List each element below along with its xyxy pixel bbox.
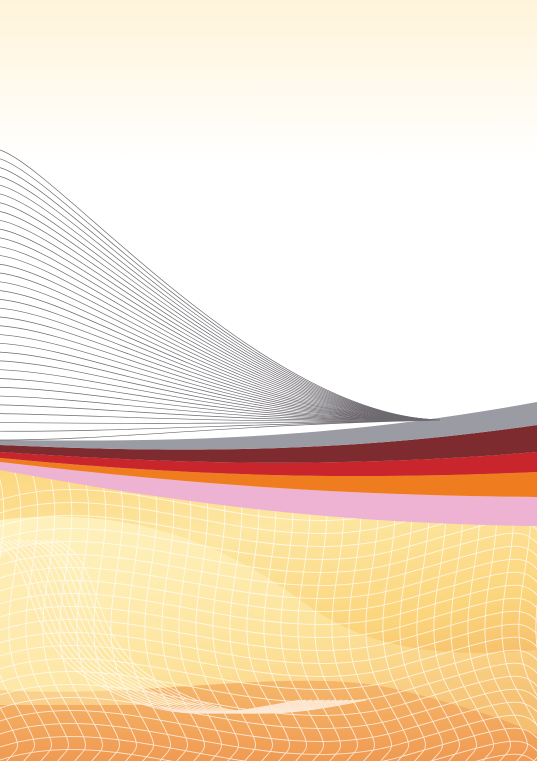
mesh-line: [178, 470, 222, 761]
fan-line: [0, 290, 441, 421]
mesh-line: [297, 470, 341, 761]
band-orange: [0, 458, 537, 497]
mesh-line: [195, 470, 239, 761]
mesh-line: [0, 545, 537, 586]
fan-line: [0, 149, 441, 421]
mesh-line: [49, 539, 361, 714]
mesh-line: [348, 470, 392, 761]
mesh-line: [0, 571, 537, 612]
mesh-line: [280, 470, 324, 761]
fan-line: [0, 342, 441, 421]
white-mesh-lines: [0, 470, 537, 761]
mesh-line: [0, 532, 537, 573]
mesh-line: [416, 470, 460, 761]
mesh-line: [43, 539, 355, 714]
fan-line: [0, 228, 441, 421]
fan-line: [0, 413, 441, 422]
fan-line: [0, 263, 441, 421]
mesh-line: [433, 470, 477, 761]
fan-line: [0, 299, 441, 421]
fan-line: [0, 237, 441, 421]
mesh-line: [0, 636, 537, 677]
fan-line: [0, 193, 441, 421]
mesh-line: [263, 470, 307, 761]
mesh-line: [110, 470, 154, 761]
mesh-line: [0, 610, 537, 651]
mesh-line: [0, 558, 537, 599]
mesh-line: [0, 649, 537, 690]
band-gray: [0, 402, 537, 450]
top-glow: [0, 0, 537, 160]
fan-line: [0, 419, 441, 441]
mesh-line: [229, 470, 273, 761]
mesh-line: [127, 470, 171, 761]
mesh-line: [475, 753, 535, 761]
fan-line: [0, 419, 441, 432]
mesh-line: [212, 470, 256, 761]
fan-line: [0, 211, 441, 421]
fan-line: [0, 316, 441, 421]
fan-line: [0, 176, 441, 421]
fan-line: [0, 158, 441, 421]
mesh-line: [25, 470, 69, 761]
fan-line: [0, 395, 441, 421]
mesh-line: [25, 539, 337, 714]
fan-line: [0, 419, 441, 424]
fan-line: [0, 272, 441, 421]
mesh-line: [0, 597, 537, 638]
mesh-line: [0, 675, 537, 716]
mesh-line: [518, 470, 537, 697]
mesh-line: [450, 470, 494, 761]
mesh-line: [0, 688, 537, 729]
fan-line: [0, 246, 441, 421]
mesh-line: [467, 470, 511, 761]
mesh-line: [0, 584, 537, 625]
fan-line: [0, 369, 441, 421]
fan-line: [0, 386, 441, 421]
mesh-line: [161, 470, 205, 761]
fan-line: [0, 307, 441, 421]
fan-line: [0, 360, 441, 421]
fan-line: [0, 255, 441, 421]
band-red: [0, 452, 537, 477]
mesh-line: [0, 706, 18, 761]
line-fan: [0, 149, 441, 441]
mesh-line: [55, 539, 367, 714]
mesh-line: [484, 470, 528, 761]
fan-line: [0, 281, 441, 421]
fan-line: [0, 202, 441, 421]
fan-line: [0, 334, 441, 421]
fan-line: [0, 404, 441, 421]
mesh-line: [0, 740, 537, 761]
fan-line: [0, 184, 441, 421]
fan-line: [0, 167, 441, 421]
fan-line: [0, 325, 441, 421]
fan-line: [0, 378, 441, 421]
mesh-line: [0, 727, 537, 761]
fan-line: [0, 219, 441, 421]
mesh-line: [0, 714, 537, 755]
band-pink: [0, 462, 537, 526]
mesh-line: [0, 623, 537, 664]
fan-line: [0, 351, 441, 421]
mesh-line: [0, 701, 537, 742]
color-bands: [0, 402, 537, 526]
band-maroon: [0, 425, 537, 463]
mesh-line: [37, 539, 349, 714]
mesh-line: [0, 478, 35, 761]
mesh-line: [31, 539, 343, 714]
